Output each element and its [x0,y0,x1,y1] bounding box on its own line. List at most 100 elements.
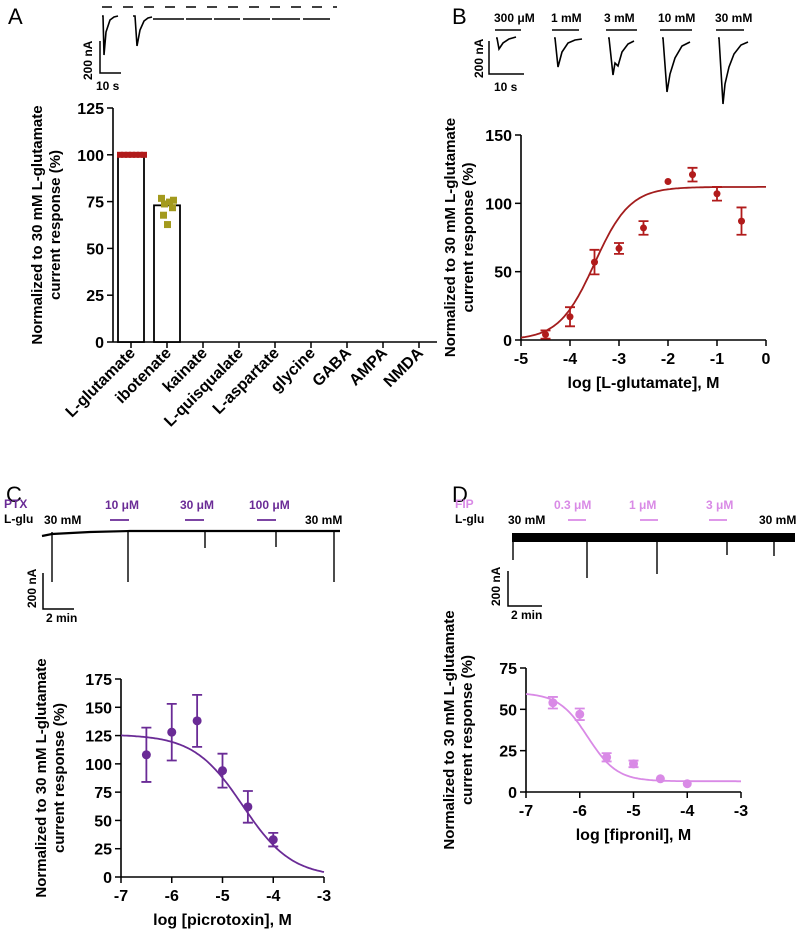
end-concentration-label: 30 mM [759,513,796,527]
x-axis-label: log [L-glutamate], M [568,375,720,392]
data-point [615,244,623,252]
y-tick-label: 75 [86,195,104,212]
y-tick-label: 75 [499,661,517,678]
scalebar-y-label: 200 nA [81,40,95,80]
data-point [243,802,253,812]
y-tick-label: 0 [103,870,112,887]
x-tick-label: -4 [680,803,694,820]
y-axis-label-line2: current response (%) [459,655,476,805]
data-point [629,759,638,769]
trace-label-0.3uM: 0.3 μM [554,498,591,512]
y-axis-label-line1: Normalized to 30 mM L-glutamate [29,105,46,344]
x-tick-label: -6 [573,803,587,820]
y-tick-label: 150 [485,128,512,145]
glutamate-spikes [512,533,775,578]
scalebar-lines [488,41,524,75]
panel-b-traces: 300 μM 1 mM 3 mM 10 mM 30 mM [494,11,752,105]
trace-label-100uM: 100 μM [249,498,290,512]
drug-label-ptx: PTX [4,497,27,511]
panel-a-letter: A [8,4,23,29]
panel-b-chart: 0 50 100 150 Normalized to 30 mM L-glutamate… [442,118,771,392]
panel-a-chart: 0 25 50 75 100 125 Normalized to 30 mM L-gluta… [29,101,437,430]
trace-10mM [662,37,691,93]
trace-label-30mM: 30 mM [715,11,752,25]
trace-label-300uM: 300 μM [494,11,535,25]
data-point [602,752,612,762]
panel-c-traces: PTX L-glu 30 mM 30 mM 10 μM 30 μM 100 μM [4,497,342,582]
trace-label-1mM: 1 mM [551,11,582,25]
y-axis-label-line2: current response (%) [47,150,64,300]
data-point [713,190,721,198]
data-point-ibotenate [169,204,176,212]
trace-label-3uM: 3 μM [706,498,733,512]
x-tick-label: -5 [215,888,229,905]
data-point-glutamate [137,151,143,158]
panel-c-chart: 0 25 50 75 100 125 150 175 Normalized to 30 mM L… [33,658,331,929]
panel-a-traces [102,6,337,56]
drug-label-fip: FIP [455,497,474,511]
x-tick-label: -3 [317,888,331,905]
trace-label-10mM: 10 mM [658,11,695,25]
x-tick-label: -2 [661,351,675,368]
data-point-glutamate [121,151,127,158]
y-tick-label: 125 [85,729,112,746]
start-concentration-label: 30 mM [44,513,81,527]
y-tick-label: 0 [503,333,512,350]
data-point [542,331,549,339]
y-tick-label: 100 [77,148,104,165]
baseline-trace [512,533,795,542]
data-point [566,313,574,321]
scalebar-lines [99,41,121,74]
x-tick-label: 0 [762,351,771,368]
x-tick-label: -5 [514,351,528,368]
x-tick-label: -6 [165,888,179,905]
data-point-ibotenate [158,194,165,202]
scalebar-x-label: 2 min [511,608,542,622]
data-point-glutamate [117,151,123,158]
end-concentration-label: 30 mM [305,513,342,527]
trace-label-30uM: 30 μM [180,498,214,512]
y-tick-label: 175 [85,672,112,689]
panel-d-traces: FIP L-glu 30 mM 30 mM 0.3 μM 1 μM 3 μM [455,497,796,578]
y-tick-label: 50 [86,241,104,258]
data-point [141,750,151,760]
baseline-trace [41,529,340,538]
x-axis-label: log [picrotoxin], M [153,912,292,929]
panel-c-scalebar: 200 nA 2 min [25,568,77,625]
y-axis-label-line1: Normalized to 30 mM L-glutamate [33,658,50,897]
scalebar-x-label: 2 min [46,611,77,625]
data-point-ibotenate [164,221,171,229]
data-point [575,709,585,719]
panel-d-scalebar: 200 nA 2 min [489,566,542,622]
y-tick-label: 50 [499,702,517,719]
trace-label-1uM: 1 μM [629,498,656,512]
scalebar-y-label: 200 nA [472,38,486,78]
glutamate-spikes [51,532,335,582]
data-point [218,766,227,776]
y-tick-label: 0 [95,335,104,352]
x-tick-label: -5 [626,803,640,820]
scalebar-x-label: 10 s [96,79,120,93]
fit-curve [520,185,766,339]
x-tick-label: -4 [563,351,577,368]
scalebar-lines [507,571,542,607]
x-tick-label: -3 [734,803,748,820]
start-concentration-label: 30 mM [508,513,545,527]
panel-a-scalebar: 200 nA 10 s [81,40,121,93]
bar-l-glutamate [117,153,145,343]
trace-300uM [496,36,517,52]
y-axis-label-line2: current response (%) [460,162,477,312]
bar-ibotenate [153,204,181,343]
x-tick-label: GABA [309,344,355,390]
data-point-ibotenate [170,196,177,204]
y-tick-label: 25 [94,842,112,859]
trace-glutamate [102,15,119,56]
data-point [689,171,696,179]
data-point [640,224,647,232]
agonist-label: L-glu [4,512,33,526]
data-point [192,716,202,726]
trace-1mM [554,37,583,68]
data-point [655,774,665,784]
trace-label-3mM: 3 mM [604,11,635,25]
